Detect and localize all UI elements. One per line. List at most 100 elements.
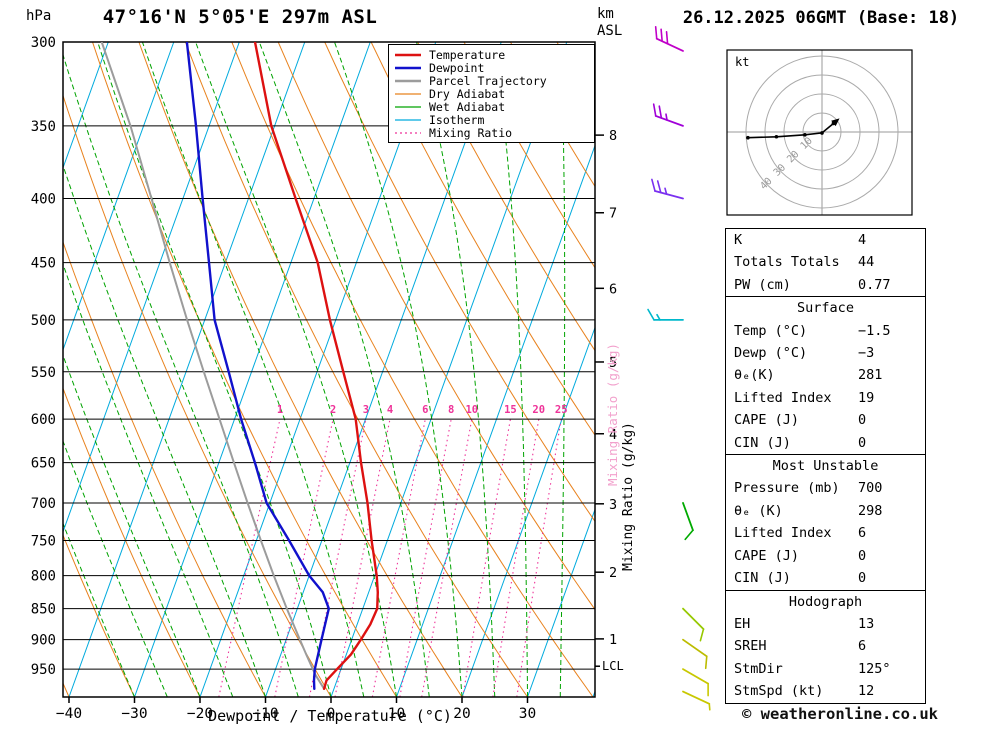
info-row-value: 0: [858, 547, 867, 564]
legend-label: Dewpoint: [429, 60, 485, 75]
parcel-trajectory-line: [100, 42, 326, 690]
pressure-tick-label: 300: [31, 35, 56, 51]
info-row-value: −3: [858, 345, 875, 362]
temp-tick-labels: −40 −30 −20 −10 0 10 20 30: [56, 697, 536, 722]
pressure-tick-label: 850: [31, 602, 56, 618]
legend-item: Dewpoint: [394, 60, 589, 75]
copyright: © weatheronline.co.uk: [742, 705, 938, 723]
pressure-tick-label: 650: [31, 456, 56, 472]
legend-swatch: [395, 53, 421, 56]
info-table-row: EH 13: [726, 613, 925, 635]
info-table-row: θₑ (K) 298: [726, 500, 925, 522]
info-table-row: CIN (J) 0: [726, 567, 925, 589]
legend-swatch: [395, 131, 421, 134]
legend-swatch: [395, 66, 421, 69]
mixing-ratio-value-label: 3: [363, 404, 369, 416]
temperature-line: [253, 42, 379, 690]
legend-label: Mixing Ratio: [429, 125, 513, 140]
temp-tick-label: 10: [388, 706, 405, 722]
mixing-ratio-value-label: 10: [465, 404, 478, 416]
legend-item: Isotherm: [394, 113, 589, 127]
altitude-tick-label: 2: [609, 565, 617, 581]
pressure-tick-labels: 300 350 400 450 500 550 600 650 700 750 800 850 900 9…: [31, 35, 56, 678]
info-row-value: 0: [858, 412, 867, 429]
info-row-label: Lifted Index: [734, 525, 832, 542]
info-table-row: StmSpd (kt) 12: [726, 680, 925, 702]
info-row-label: PW (cm): [734, 276, 791, 293]
info-table-section-title: Hodograph: [788, 593, 863, 610]
info-table-row: θₑ(K) 281: [726, 364, 925, 386]
mixing-ratio-value-label: 1: [277, 404, 283, 416]
info-table-section-title: Most Unstable: [772, 458, 879, 475]
temp-tick-label: 0: [327, 706, 336, 722]
pressure-tick-label: 500: [31, 313, 56, 329]
temp-tick-label: −40: [56, 706, 82, 722]
info-row-value: 19: [858, 389, 875, 406]
temp-tick-label: −10: [252, 706, 278, 722]
info-row-value: 13: [858, 615, 875, 632]
info-row-label: CIN (J): [734, 570, 791, 587]
info-row-value: 125°: [858, 660, 891, 677]
wind-barb: [682, 638, 708, 670]
mixing-ratio-value-label: 4: [387, 404, 393, 416]
info-row-value: 0: [858, 434, 867, 451]
altitude-tick-label: 8: [609, 128, 617, 144]
altitude-tick-label: 7: [609, 206, 617, 222]
pressure-tick-label: 350: [31, 119, 56, 135]
wind-barb: [682, 607, 705, 642]
mixing-ratio-axis-label: Mixing Ratio (g/kg): [621, 422, 636, 571]
altitude-axis-unit-km: km: [597, 6, 614, 22]
info-table-row: Lifted Index 19: [726, 387, 925, 409]
info-row-value: 6: [858, 638, 867, 655]
info-row-value: 0: [858, 570, 867, 587]
wind-barb: [682, 668, 710, 697]
wind-barb: [682, 690, 711, 711]
legend-swatch: [395, 79, 421, 82]
info-row-label: CAPE (J): [734, 547, 800, 564]
mixing-ratio-value-label: 6: [422, 404, 428, 416]
info-table-section: Most Unstable Pressure (mb) 700 θₑ (K) 298 Li…: [726, 454, 925, 589]
pressure-tick-label: 900: [31, 633, 56, 649]
pressure-axis-unit-label: hPa: [26, 8, 52, 24]
altitude-axis-unit-asl: ASL: [597, 23, 623, 39]
hodograph-unit-label: kt: [735, 55, 749, 69]
info-row-label: Temp (°C): [734, 322, 808, 339]
wind-barb: [682, 502, 694, 541]
info-row-label: θₑ(K): [734, 367, 775, 384]
info-table-row: Lifted Index 6: [726, 522, 925, 544]
datetime-title: 26.12.2025 06GMT (Base: 18): [682, 8, 960, 28]
legend-item: Temperature: [394, 48, 589, 62]
legend-item: Wet Adiabat: [394, 100, 589, 114]
info-table-section: Hodograph EH 13 SREH 6 StmDir 125° StmSpd (kt) 1…: [726, 589, 925, 703]
legend-item: Dry Adiabat: [394, 87, 589, 101]
isotherm-lines: [63, 42, 595, 697]
info-table-row: Totals Totals 44: [726, 251, 925, 273]
temp-tick-label: −20: [187, 706, 213, 722]
altitude-tick-label: 6: [609, 281, 617, 297]
altitude-tick-label: 4: [609, 427, 617, 443]
temp-axis-label: Dewpoint / Temperature (°C): [208, 707, 452, 725]
info-row-value: 6: [858, 525, 867, 542]
info-row-value: 0.77: [858, 276, 891, 293]
mixing-ratio-value-label: 2: [330, 404, 336, 416]
mixing-ratio-axis-label-pink: Mixing Ratio (g/kg): [605, 343, 620, 486]
legend-item: Parcel Trajectory: [394, 74, 589, 88]
dewpoint-line: [185, 42, 330, 690]
altitude-tick-label: 5: [609, 355, 617, 371]
info-table: K 4 Totals Totals 44 PW (cm) 0.77 Surface Temp …: [725, 228, 926, 704]
info-row-value: −1.5: [858, 322, 891, 339]
info-table-row: CAPE (J) 0: [726, 409, 925, 431]
wind-barb: [652, 103, 684, 127]
info-table-row: Dewp (°C) −3: [726, 342, 925, 364]
temp-tick-label: 20: [453, 706, 470, 722]
info-row-value: 44: [858, 254, 875, 271]
info-table-row: Temp (°C) −1.5: [726, 320, 925, 342]
legend-item: Mixing Ratio: [394, 125, 589, 140]
info-row-label: EH: [734, 615, 751, 632]
mixing-ratio-value-label: 15: [504, 404, 517, 416]
info-row-value: 12: [858, 683, 875, 700]
temp-tick-label: −30: [121, 706, 147, 722]
lcl-label: LCL: [602, 659, 624, 673]
